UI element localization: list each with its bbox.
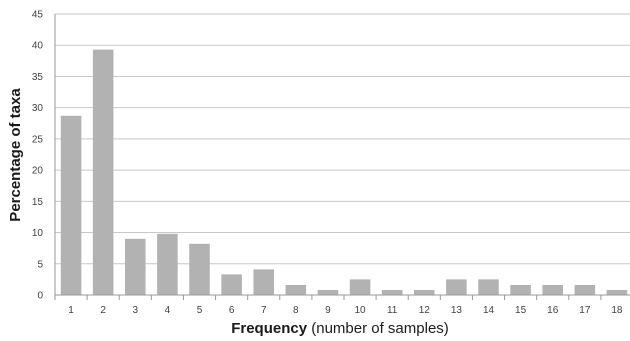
bar-1	[60, 115, 82, 295]
x-tick-label-3: 3	[132, 305, 138, 316]
x-axis-title: Frequency (number of samples)	[231, 320, 449, 337]
x-tick-label-14: 14	[483, 305, 495, 316]
bars	[60, 49, 628, 295]
axes	[54, 14, 630, 300]
bar-6	[221, 274, 242, 295]
x-tick-label-11: 11	[387, 305, 398, 316]
x-tick-label-5: 5	[197, 305, 203, 316]
bar-5	[189, 243, 210, 295]
y-tick-labels: 0 5 10 15 20 25 30 35 40 45	[32, 10, 44, 302]
x-tick-label-15: 15	[515, 305, 527, 316]
x-tick-label-18: 18	[611, 305, 623, 316]
x-tick-label-16: 16	[547, 305, 559, 316]
x-tick-label-12: 12	[419, 305, 431, 316]
x-tick-label-10: 10	[354, 305, 366, 316]
bar-12	[414, 290, 435, 295]
x-tick-label-13: 13	[451, 305, 463, 316]
y-tick-label-35: 35	[32, 72, 44, 83]
bar-14	[478, 279, 499, 295]
y-tick-label-40: 40	[32, 41, 44, 52]
bar-3	[125, 238, 146, 295]
y-tick-label-45: 45	[32, 10, 44, 21]
bar-17	[574, 285, 596, 295]
y-tick-label-20: 20	[32, 166, 44, 177]
bar-9	[317, 290, 339, 295]
y-tick-label-5: 5	[37, 259, 43, 270]
x-tick-label-8: 8	[293, 305, 299, 316]
x-axis-title-bold: Frequency	[231, 320, 308, 337]
y-tick-label-25: 25	[32, 134, 44, 145]
gridlines	[55, 13, 630, 265]
x-axis-title-rest: (number of samples)	[307, 320, 449, 337]
bar-10	[349, 279, 371, 295]
x-tick-label-17: 17	[579, 305, 591, 316]
bar-18	[606, 290, 628, 295]
bar-2	[92, 49, 114, 295]
x-tick-label-4: 4	[165, 305, 171, 316]
y-tick-label-10: 10	[32, 228, 44, 239]
y-tick-label-0: 0	[37, 291, 43, 302]
y-tick-label-15: 15	[32, 197, 44, 208]
x-tick-labels: 1 2 3 4 5 6 7 8 9 10 11 12 13 14 15 16 17 18	[68, 305, 623, 316]
y-tick-label-30: 30	[32, 103, 44, 114]
bar-16	[542, 285, 563, 295]
x-tick-label-7: 7	[261, 305, 267, 316]
bar-4	[157, 233, 178, 295]
x-tick-label-6: 6	[229, 305, 235, 316]
x-tick-label-1: 1	[68, 305, 74, 316]
bar-8	[285, 285, 307, 295]
bar-11	[381, 290, 403, 295]
bar-7	[253, 269, 274, 295]
x-tick-label-9: 9	[325, 305, 331, 316]
bar-15	[510, 285, 531, 295]
bar-13	[446, 279, 467, 295]
x-tick-label-2: 2	[100, 305, 106, 316]
y-axis-title: Percentage of taxa	[7, 88, 24, 222]
